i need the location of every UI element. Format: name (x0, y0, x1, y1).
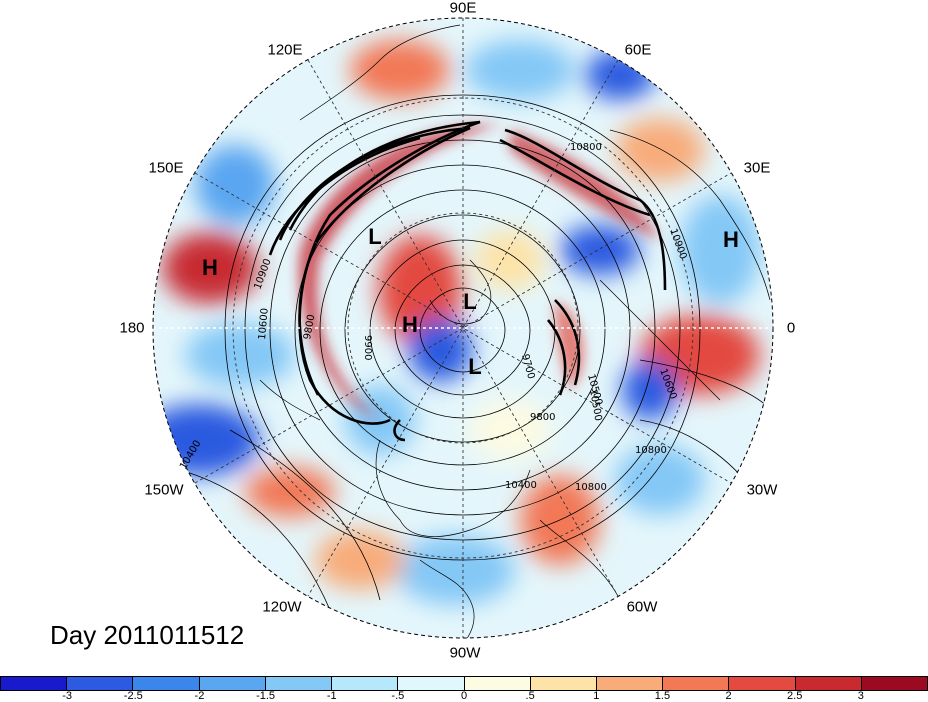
lon-label-60w: 60W (626, 598, 658, 616)
lon-label-30w: 30W (746, 481, 778, 499)
contour-label: 10800 (635, 445, 667, 456)
contour-label: 10500 (587, 389, 603, 422)
low-center-marker: L (368, 224, 382, 249)
colorbar-tick-label: 1.5 (654, 690, 671, 702)
colorbar-tick-label: .5 (525, 690, 535, 702)
colorbar-segment (729, 677, 796, 690)
polar-map: 10800 10900 10500 10400 9800 9700 10600 … (152, 17, 774, 639)
contour-label: 9900 (362, 335, 373, 360)
colorbar-segment (464, 677, 531, 690)
lon-label-60e: 60E (624, 41, 652, 59)
colorbar-tick-label: 2 (725, 690, 732, 702)
contour-label: 10800 (575, 482, 607, 493)
lon-label-30e: 30E (743, 159, 771, 177)
colorbar-tick-label: -3 (62, 690, 73, 702)
lon-label-120e: 120E (267, 41, 303, 59)
lon-label-90e: 90E (449, 0, 477, 17)
colorbar-segment (1, 677, 68, 690)
lon-label-150w: 150W (144, 481, 184, 499)
high-center-marker: H (723, 227, 739, 252)
contour-label: 10800 (570, 142, 602, 153)
map-boundary (152, 17, 774, 639)
colorbar-segment (265, 677, 333, 690)
colorbar-segment (861, 677, 928, 690)
colorbar-tick-label: 2.5 (787, 690, 803, 702)
high-center-marker: H (402, 312, 418, 337)
lon-label-0: 0 (786, 319, 796, 337)
lon-label-120w: 120W (262, 598, 302, 616)
colorbar-segment (596, 677, 664, 690)
colorbar-segment (332, 677, 399, 690)
colorbar-tick-label: 0 (460, 690, 468, 702)
colorbar-segment (663, 677, 730, 690)
coastlines (259, 24, 771, 638)
colorbar (0, 676, 928, 691)
high-center-marker: H (202, 255, 218, 280)
lon-label-90w: 90W (449, 644, 481, 662)
colorbar-tick-label: -2 (194, 690, 205, 702)
colorbar-segment (795, 677, 862, 690)
contour-label: 10400 (505, 480, 537, 491)
colorbar-segment (133, 677, 200, 690)
low-center-marker: L (468, 354, 482, 379)
contour-label: 9800 (530, 412, 555, 423)
lon-label-180: 180 (119, 319, 145, 337)
graticule (153, 18, 773, 638)
colorbar-tick-label: 3 (857, 690, 864, 702)
colorbar-tick-label: -2.5 (123, 690, 143, 702)
contour-label: 10600 (257, 308, 271, 341)
lon-label-150e: 150E (148, 159, 184, 177)
contour-label: 9800 (302, 314, 317, 341)
low-center-marker: L (463, 289, 477, 314)
colorbar-tick-label: 1 (593, 690, 600, 702)
colorbar-tick-label: -1 (326, 690, 337, 702)
colorbar-segment (67, 677, 134, 690)
anomaly-field (153, 18, 773, 638)
colorbar-segment (398, 677, 465, 690)
map-title: Day 2011011512 (50, 620, 245, 650)
jet-stream (268, 120, 667, 442)
colorbar-tick-label: -1.5 (256, 690, 276, 702)
colorbar-segment (530, 677, 597, 690)
colorbar-segment (199, 677, 266, 690)
colorbar-tick-label: -.5 (391, 690, 405, 702)
